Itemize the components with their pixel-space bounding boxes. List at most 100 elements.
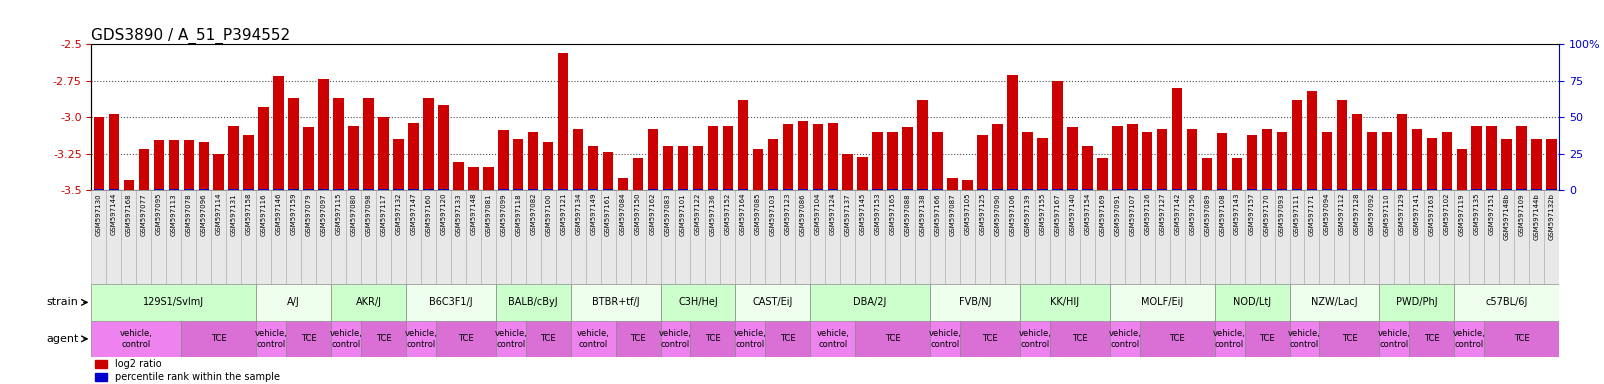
FancyBboxPatch shape xyxy=(1245,321,1290,357)
Text: GSM597145: GSM597145 xyxy=(860,193,866,235)
Bar xyxy=(1501,189,1513,190)
FancyBboxPatch shape xyxy=(1124,190,1140,284)
Bar xyxy=(1083,146,1092,190)
Text: GSM597109: GSM597109 xyxy=(1519,193,1525,235)
Bar xyxy=(407,189,419,190)
Text: agent: agent xyxy=(47,334,79,344)
Text: GSM597114: GSM597114 xyxy=(215,193,221,235)
Text: GSM597122: GSM597122 xyxy=(695,193,701,235)
FancyBboxPatch shape xyxy=(541,190,555,284)
FancyBboxPatch shape xyxy=(136,190,151,284)
Text: TCE: TCE xyxy=(1259,334,1275,343)
Bar xyxy=(379,117,388,190)
FancyBboxPatch shape xyxy=(1545,190,1559,284)
Bar xyxy=(1277,189,1288,190)
Bar xyxy=(1187,129,1198,190)
FancyBboxPatch shape xyxy=(181,190,196,284)
Text: BALB/cByJ: BALB/cByJ xyxy=(508,297,558,308)
Text: GSM597150: GSM597150 xyxy=(635,193,642,235)
FancyBboxPatch shape xyxy=(1259,190,1275,284)
Text: GSM597082: GSM597082 xyxy=(531,193,536,235)
FancyBboxPatch shape xyxy=(571,190,585,284)
FancyBboxPatch shape xyxy=(1365,190,1379,284)
Bar xyxy=(693,189,703,190)
Bar xyxy=(1367,189,1378,190)
Text: GSM597123: GSM597123 xyxy=(784,193,791,235)
FancyBboxPatch shape xyxy=(916,190,930,284)
Text: GSM597081: GSM597081 xyxy=(486,193,491,235)
Text: GSM597133: GSM597133 xyxy=(456,193,462,235)
Bar xyxy=(154,189,164,190)
Text: vehicle,
control: vehicle, control xyxy=(816,329,849,349)
Bar xyxy=(993,124,1002,190)
Bar xyxy=(273,76,284,190)
FancyBboxPatch shape xyxy=(1051,321,1110,357)
Bar xyxy=(1546,189,1557,190)
Bar xyxy=(1007,189,1017,190)
Text: GSM597160: GSM597160 xyxy=(425,193,431,235)
Bar xyxy=(258,107,269,190)
Bar xyxy=(932,132,943,190)
Bar xyxy=(1352,114,1362,190)
FancyBboxPatch shape xyxy=(690,190,706,284)
Text: GSM597137: GSM597137 xyxy=(845,193,850,235)
Text: GSM597101: GSM597101 xyxy=(680,193,687,235)
Text: GSM597168: GSM597168 xyxy=(125,193,132,235)
FancyBboxPatch shape xyxy=(1020,190,1035,284)
FancyBboxPatch shape xyxy=(780,190,796,284)
Text: GSM597162: GSM597162 xyxy=(650,193,656,235)
Bar xyxy=(1038,137,1047,190)
FancyBboxPatch shape xyxy=(526,190,541,284)
Text: GSM597117: GSM597117 xyxy=(380,193,387,235)
FancyBboxPatch shape xyxy=(286,321,330,357)
FancyBboxPatch shape xyxy=(1214,284,1290,321)
Text: vehicle,
control: vehicle, control xyxy=(494,329,528,349)
FancyBboxPatch shape xyxy=(257,190,271,284)
FancyBboxPatch shape xyxy=(675,190,690,284)
Bar xyxy=(1112,126,1123,190)
Bar xyxy=(1471,189,1482,190)
Bar xyxy=(828,123,837,190)
FancyBboxPatch shape xyxy=(481,190,496,284)
Text: GSM597171: GSM597171 xyxy=(1309,193,1315,235)
Text: GSM597148b: GSM597148b xyxy=(1503,193,1509,240)
Text: TCE: TCE xyxy=(982,334,998,343)
FancyBboxPatch shape xyxy=(616,190,630,284)
FancyBboxPatch shape xyxy=(496,321,526,357)
FancyBboxPatch shape xyxy=(406,284,496,321)
Bar xyxy=(289,189,298,190)
Bar xyxy=(1397,189,1407,190)
Bar xyxy=(138,149,149,190)
Bar xyxy=(1022,132,1033,190)
Bar xyxy=(887,189,898,190)
Bar xyxy=(932,189,943,190)
FancyBboxPatch shape xyxy=(855,190,871,284)
FancyBboxPatch shape xyxy=(496,190,510,284)
Bar xyxy=(783,124,792,190)
Text: GSM597105: GSM597105 xyxy=(964,193,970,235)
Bar xyxy=(318,189,329,190)
FancyBboxPatch shape xyxy=(1455,321,1484,357)
Bar xyxy=(752,149,764,190)
Bar xyxy=(199,142,209,190)
Bar xyxy=(887,132,898,190)
Bar xyxy=(873,132,882,190)
Bar xyxy=(348,126,359,190)
Bar xyxy=(723,126,733,190)
FancyBboxPatch shape xyxy=(961,190,975,284)
Text: GSM597125: GSM597125 xyxy=(980,193,985,235)
FancyBboxPatch shape xyxy=(1065,190,1079,284)
FancyBboxPatch shape xyxy=(1155,190,1169,284)
Text: C3H/HeJ: C3H/HeJ xyxy=(678,297,719,308)
Bar xyxy=(513,139,523,190)
Bar xyxy=(977,189,988,190)
FancyBboxPatch shape xyxy=(1469,190,1484,284)
FancyBboxPatch shape xyxy=(1035,190,1051,284)
Bar xyxy=(1307,91,1317,190)
Text: vehicle,
control: vehicle, control xyxy=(577,329,610,349)
FancyBboxPatch shape xyxy=(286,190,302,284)
Text: GSM597089: GSM597089 xyxy=(1205,193,1209,235)
Text: GSM597148: GSM597148 xyxy=(470,193,476,235)
FancyBboxPatch shape xyxy=(585,190,600,284)
Bar xyxy=(768,189,778,190)
